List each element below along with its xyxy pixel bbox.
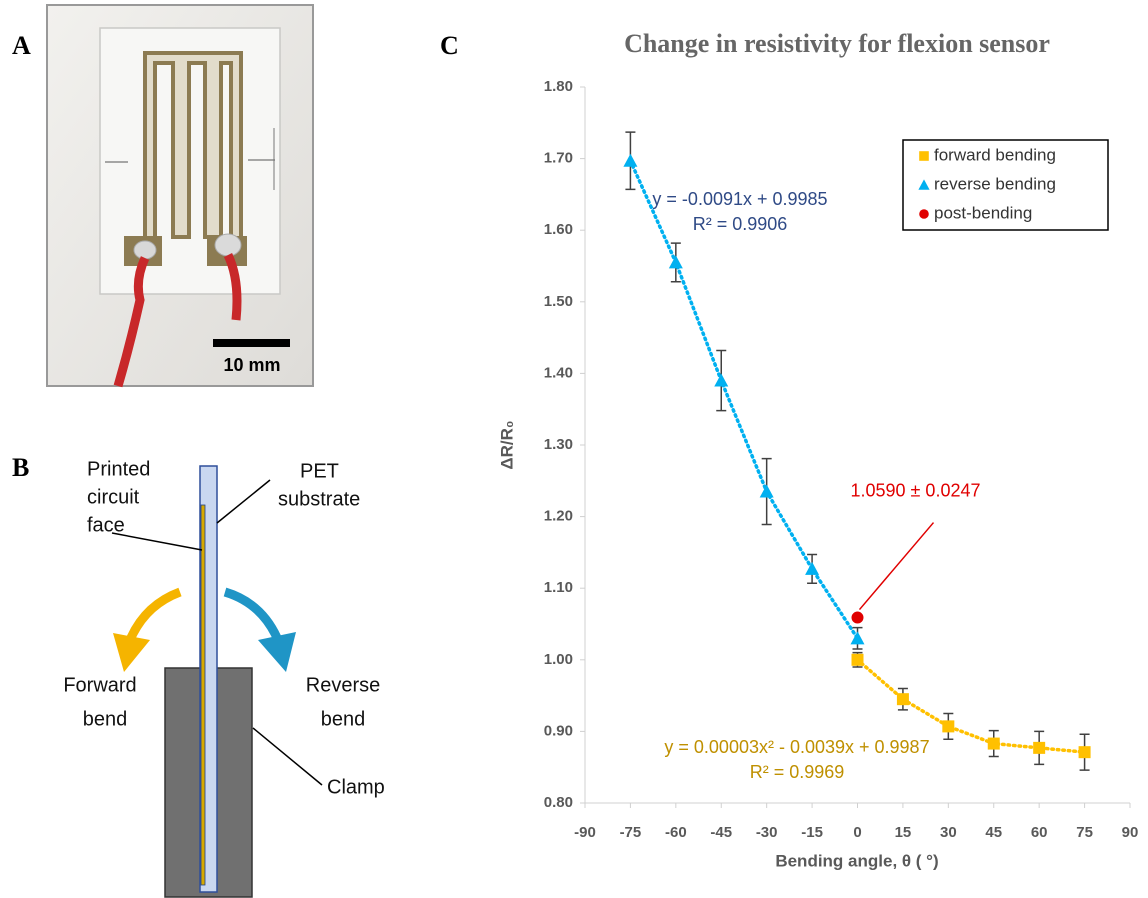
x-tick-label: 75	[1076, 824, 1093, 841]
photo: 10 mm	[46, 4, 314, 388]
y-tick-label: 1.70	[544, 150, 573, 167]
y-tick-label: 1.40	[544, 364, 573, 381]
x-tick-label: 15	[895, 824, 912, 841]
x-tick-label: -90	[574, 824, 596, 841]
x-tick-label: 60	[1031, 824, 1048, 841]
x-tick-label: -15	[801, 824, 823, 841]
y-tick-label: 1.00	[544, 651, 573, 668]
legend-label: forward bending	[934, 145, 1056, 164]
trendline	[628, 158, 860, 641]
diagram-label: Printed	[87, 458, 150, 480]
legend-marker	[918, 179, 930, 190]
x-tick-label: 30	[940, 824, 957, 841]
legend-label: post-bending	[934, 203, 1032, 222]
x-tick-label: -45	[710, 824, 732, 841]
diagram-label: substrate	[278, 488, 360, 510]
y-tick-label: 1.10	[544, 579, 573, 596]
data-point	[805, 561, 820, 575]
panel-label: B	[12, 453, 29, 482]
diagram: Printed circuit face PET substrate Forwa…	[63, 458, 385, 898]
trendline	[855, 658, 1087, 754]
diagram-label: Reverse	[306, 674, 380, 696]
trendline-equation: y = 0.00003x² - 0.0039x + 0.9987	[664, 737, 929, 757]
data-point	[851, 653, 864, 666]
panel-label: A	[12, 31, 31, 60]
trendline-r-squared: R² = 0.9969	[750, 762, 845, 782]
data-point	[851, 611, 864, 624]
y-tick-label: 1.50	[544, 293, 573, 310]
data-point	[714, 373, 729, 387]
x-tick-label: 45	[985, 824, 1002, 841]
annotation-leader	[858, 522, 935, 611]
data-point	[942, 720, 955, 733]
diagram-label: PET	[300, 460, 339, 482]
x-tick-label: 90	[1122, 824, 1139, 841]
x-tick-label: -60	[665, 824, 687, 841]
x-tick-label: 0	[853, 824, 861, 841]
diagram-label: Clamp	[327, 776, 385, 798]
diagram-label: face	[87, 514, 125, 536]
trendline-r-squared: R² = 0.9906	[693, 214, 788, 234]
annotation: 1.0590 ± 0.0247	[851, 480, 981, 500]
chart-title: Change in resistivity for flexion sensor	[624, 29, 1050, 58]
diagram-label: circuit	[87, 486, 140, 508]
data-point	[668, 255, 683, 269]
data-point	[896, 693, 909, 706]
chart: Change in resistivity for flexion sensor…	[497, 29, 1049, 871]
diagram-label: Forward	[63, 674, 136, 696]
data-point	[1033, 741, 1046, 754]
trendline-equation: y = -0.0091x + 0.9985	[652, 189, 827, 209]
y-tick-label: 1.20	[544, 508, 573, 525]
data-point	[623, 153, 638, 167]
panel-label: C	[440, 31, 459, 60]
data-point	[759, 484, 774, 498]
legend-box	[902, 139, 1109, 231]
y-tick-label: 0.90	[544, 722, 573, 739]
scale-bar-label: 10 mm	[223, 355, 280, 375]
legend-label: reverse bending	[934, 174, 1056, 193]
legend-marker	[919, 209, 929, 219]
x-axis-title: Bending angle, θ ( °)	[775, 851, 938, 870]
y-tick-label: 1.60	[544, 221, 573, 238]
x-tick-label: -75	[620, 824, 642, 841]
y-axis-title: ΔR/R₀	[497, 420, 516, 469]
y-tick-label: 1.80	[544, 78, 573, 95]
diagram-label: bend	[83, 708, 128, 730]
data-point	[850, 631, 865, 645]
data-point	[987, 737, 1000, 750]
legend-marker	[919, 151, 929, 161]
y-tick-label: 1.30	[544, 436, 573, 453]
diagram-label: bend	[321, 708, 366, 730]
y-tick-label: 0.80	[544, 794, 573, 811]
x-tick-label: -30	[756, 824, 778, 841]
data-point	[1078, 746, 1091, 759]
